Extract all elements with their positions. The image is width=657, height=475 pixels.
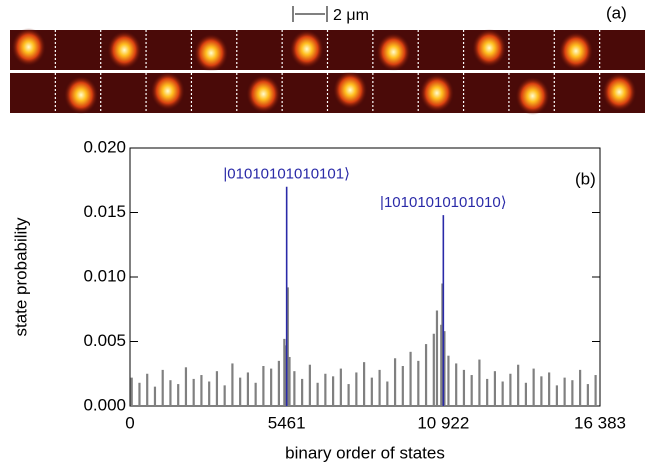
state-annotation: |10101010101010⟩ (380, 194, 507, 211)
y-tick-label: 0.020 (83, 137, 126, 156)
x-tick-label: 10 922 (417, 413, 469, 432)
atom-blob (602, 73, 637, 111)
atom-blob (64, 76, 99, 114)
x-tick-label: 16 383 (574, 413, 626, 432)
x-axis-label: binary order of states (285, 443, 445, 462)
atom-images (10, 28, 645, 115)
scale-label: 2 μm (333, 7, 369, 24)
atom-blob (419, 74, 454, 112)
atom-blob (376, 33, 411, 71)
x-tick-label: 0 (125, 413, 134, 432)
atom-blob (107, 31, 142, 69)
atom-blob (472, 29, 507, 67)
atom-blob (150, 72, 185, 110)
panel-label: (b) (575, 169, 596, 188)
atom-blob (515, 77, 550, 115)
atom-blob (333, 71, 368, 109)
panel-label: (a) (606, 3, 627, 22)
atom-blob (246, 75, 281, 113)
y-tick-label: 0.005 (83, 331, 126, 350)
y-tick-label: 0.010 (83, 266, 126, 285)
x-tick-label: 5461 (268, 413, 306, 432)
atom-blob (11, 28, 46, 66)
state-annotation: |01010101010101⟩ (223, 166, 350, 183)
y-tick-label: 0.000 (83, 395, 126, 414)
atom-blob (558, 32, 593, 70)
atom-blob (289, 30, 324, 68)
y-tick-label: 0.015 (83, 202, 126, 221)
atom-blob (194, 34, 229, 72)
y-axis-label: state probability (11, 217, 30, 337)
